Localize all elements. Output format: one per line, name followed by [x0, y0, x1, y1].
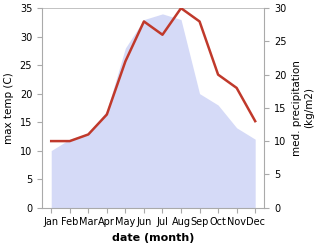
X-axis label: date (month): date (month): [112, 233, 194, 243]
Y-axis label: med. precipitation
(kg/m2): med. precipitation (kg/m2): [292, 60, 314, 156]
Y-axis label: max temp (C): max temp (C): [4, 72, 14, 144]
